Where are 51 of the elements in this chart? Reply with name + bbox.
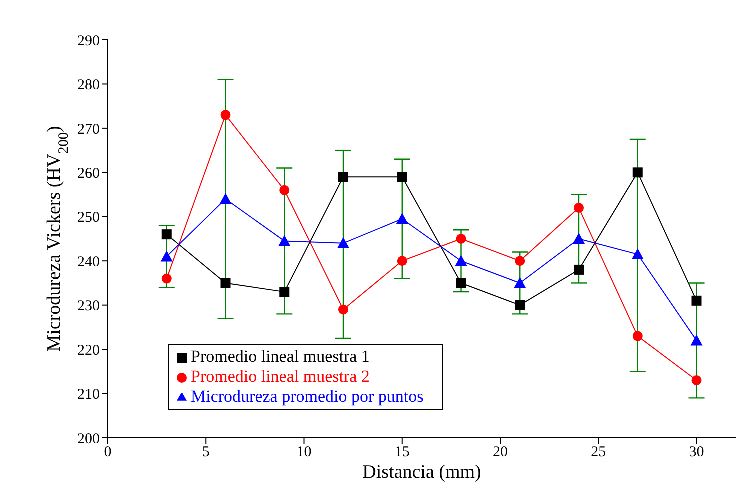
point	[220, 278, 231, 288]
point	[632, 331, 643, 342]
y-tick-label: 220	[78, 342, 100, 359]
point	[573, 233, 585, 244]
point	[692, 376, 702, 386]
point	[455, 255, 468, 266]
y-tick-label: 210	[78, 387, 100, 404]
point	[456, 278, 466, 288]
point	[338, 172, 348, 182]
x-tick-label: 0	[104, 444, 112, 461]
y-tick-label: 240	[78, 254, 100, 270]
legend-label: Microdureza promedio por puntos	[191, 387, 424, 406]
y-tick-label: 280	[78, 78, 100, 94]
point	[456, 234, 466, 244]
point	[690, 334, 703, 346]
point	[338, 304, 348, 315]
point	[220, 110, 231, 120]
point	[396, 213, 408, 224]
x-tick-label: 15	[394, 444, 410, 461]
point	[397, 256, 408, 266]
legend-label: Promedio lineal muestra 2	[191, 367, 370, 386]
y-tick-label: 290	[78, 33, 100, 50]
point	[692, 296, 702, 306]
x-tick-label: 10	[296, 444, 312, 461]
y-tick-label: 270	[78, 122, 100, 138]
point	[514, 277, 526, 288]
point	[280, 287, 290, 298]
point	[278, 235, 291, 246]
point	[632, 248, 644, 260]
point	[280, 185, 290, 196]
x-axis-title: Distancia (mm)	[362, 462, 482, 483]
legend-label: Promedio lineal muestra 1	[191, 347, 370, 366]
x-tick-label: 5	[202, 444, 210, 461]
point	[515, 256, 526, 266]
y-tick-label: 260	[78, 166, 100, 182]
point	[162, 230, 172, 240]
y-tick-label: 230	[78, 298, 100, 315]
point	[632, 168, 643, 178]
point	[515, 300, 526, 310]
x-tick-label: 25	[591, 444, 606, 461]
x-tick-label: 30	[689, 444, 704, 461]
y-tick-label: 200	[78, 431, 100, 448]
point	[162, 274, 172, 284]
point	[338, 237, 350, 248]
x-tick-label: 20	[493, 444, 508, 461]
y-tick-label: 250	[78, 210, 100, 226]
point	[574, 264, 584, 275]
point	[574, 203, 584, 214]
point	[160, 250, 173, 262]
point	[220, 193, 232, 204]
point	[397, 172, 408, 182]
